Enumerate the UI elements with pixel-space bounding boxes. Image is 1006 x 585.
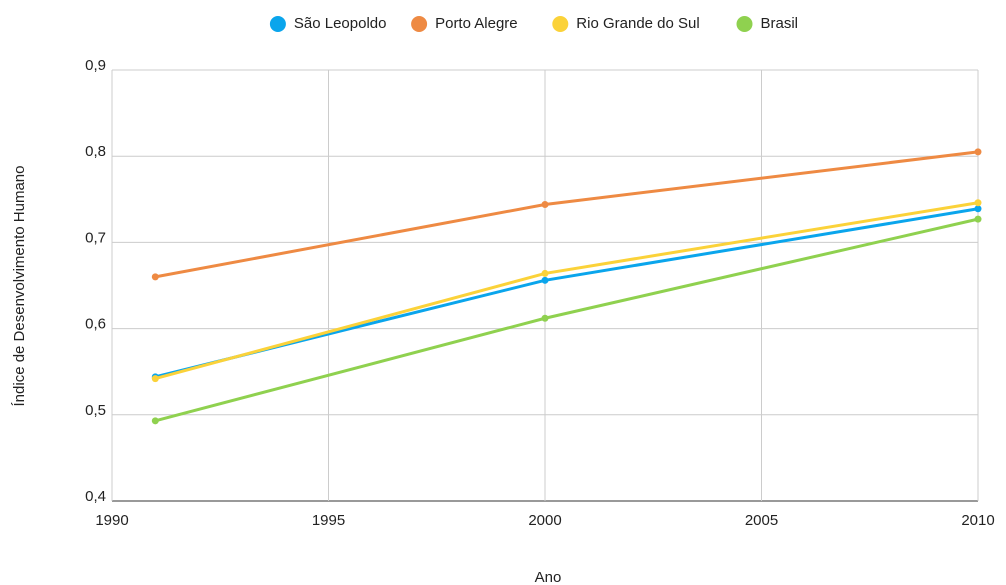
series-line — [154, 207, 979, 379]
y-tick-label: 0,8 — [85, 143, 106, 160]
legend-swatch — [411, 16, 428, 32]
point — [151, 375, 159, 383]
point — [151, 273, 159, 281]
x-axis-title: Ano — [535, 569, 562, 585]
point — [541, 314, 549, 322]
point — [974, 215, 982, 223]
point — [541, 269, 549, 277]
legend-label: Brasil — [761, 15, 799, 32]
y-tick-label: 0,4 — [85, 488, 106, 505]
x-tick-label: 2010 — [961, 512, 994, 529]
x-tick-label: 2000 — [528, 512, 561, 529]
y-tick-label: 0,7 — [85, 229, 106, 246]
y-tick-label: 0,6 — [85, 316, 106, 333]
legend-swatch — [736, 16, 753, 32]
point — [974, 205, 982, 213]
legend-swatch — [269, 16, 286, 32]
y-axis-title: Índice de Desenvolvimento Humano — [11, 166, 28, 407]
point — [974, 148, 982, 156]
point — [541, 276, 549, 284]
point — [541, 200, 549, 208]
legend-label: Porto Alegre — [435, 15, 518, 32]
point — [151, 417, 159, 425]
x-tick-label: 2005 — [745, 512, 778, 529]
x-tick-label: 1990 — [95, 512, 128, 529]
point — [974, 199, 982, 207]
legend-swatch — [552, 16, 569, 32]
x-tick-label: 1995 — [312, 512, 345, 529]
series-line — [154, 217, 979, 423]
y-tick-label: 0,5 — [85, 402, 106, 419]
legend-label: São Leopoldo — [294, 15, 387, 32]
series-line — [155, 150, 979, 279]
y-tick-label: 0,9 — [85, 57, 106, 74]
legend-label: Rio Grande do Sul — [576, 15, 699, 32]
